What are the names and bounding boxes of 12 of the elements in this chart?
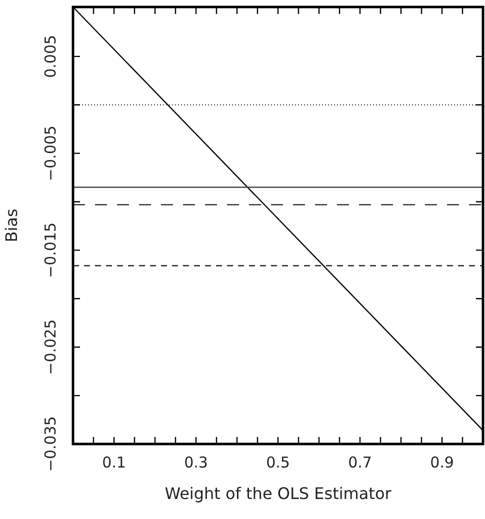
y-tick-label: −0.015: [41, 222, 60, 278]
x-axis-title: Weight of the OLS Estimator: [164, 484, 392, 504]
y-tick-label: −0.025: [41, 319, 60, 375]
x-tick-label: 0.1: [102, 453, 126, 472]
y-tick-label: 0.005: [41, 34, 60, 78]
y-tick-label: −0.005: [41, 126, 60, 182]
x-tick-label: 0.7: [348, 453, 372, 472]
x-tick-label: 0.3: [184, 453, 208, 472]
y-axis-title: Bias: [2, 208, 22, 242]
x-tick-label: 0.9: [430, 453, 454, 472]
x-tick-label: 0.5: [266, 453, 290, 472]
y-tick-label: −0.035: [41, 416, 60, 472]
